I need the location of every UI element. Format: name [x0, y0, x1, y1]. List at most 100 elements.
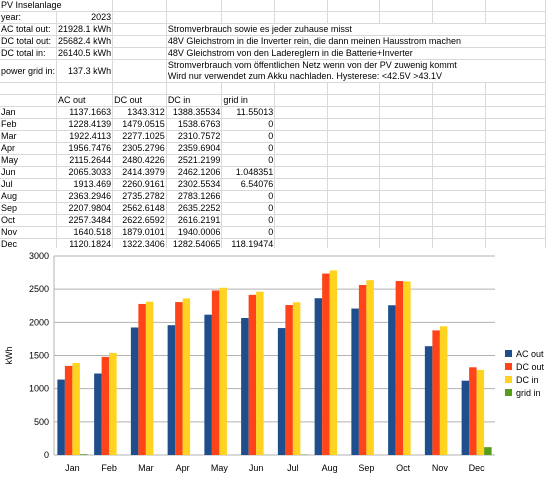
data-cell[interactable]: 6.54076: [221, 178, 276, 191]
empty-cell[interactable]: [274, 154, 328, 167]
empty-cell[interactable]: [327, 154, 381, 167]
dc-total-in-label[interactable]: DC total in:: [0, 47, 58, 60]
data-cell[interactable]: 2562.6148: [112, 202, 167, 215]
spreadsheet-grid[interactable]: PV Inselanlage year: 2023 AC total out: …: [0, 0, 546, 263]
data-cell[interactable]: 0: [221, 142, 276, 155]
data-cell[interactable]: 1228.4139: [56, 118, 114, 131]
column-header[interactable]: DC out: [112, 94, 167, 107]
year-value[interactable]: 2023: [56, 11, 114, 24]
empty-cell[interactable]: [379, 166, 434, 179]
data-cell[interactable]: 2260.9161: [112, 178, 167, 191]
data-cell[interactable]: 1922.4113: [56, 130, 114, 143]
empty-cell[interactable]: [485, 226, 546, 239]
empty-cell[interactable]: [485, 202, 546, 215]
data-cell[interactable]: 1343.312: [112, 106, 167, 119]
data-cell[interactable]: 2065.3033: [56, 166, 114, 179]
data-cell[interactable]: 2414.3979: [112, 166, 167, 179]
dc-total-in-note[interactable]: 48V Gleichstrom von den Ladereglern in d…: [166, 47, 546, 60]
empty-cell[interactable]: [485, 118, 546, 131]
data-cell[interactable]: 2310.7572: [166, 130, 223, 143]
row-label[interactable]: Aug: [0, 190, 58, 203]
empty-cell[interactable]: [432, 154, 486, 167]
empty-cell[interactable]: [327, 178, 381, 191]
cell-table[interactable]: PV Inselanlage year: 2023 AC total out: …: [0, 0, 546, 263]
empty-cell[interactable]: [379, 106, 434, 119]
data-cell[interactable]: 1956.7476: [56, 142, 114, 155]
data-cell[interactable]: 2115.2644: [56, 154, 114, 167]
data-cell[interactable]: 2616.2191: [166, 214, 223, 227]
data-cell[interactable]: 1640.518: [56, 226, 114, 239]
empty-cell[interactable]: [379, 130, 434, 143]
column-header[interactable]: [0, 94, 58, 107]
row-label[interactable]: Jan: [0, 106, 58, 119]
data-cell[interactable]: 1538.6763: [166, 118, 223, 131]
data-cell[interactable]: 0: [221, 190, 276, 203]
column-header[interactable]: grid in: [221, 94, 276, 107]
data-cell[interactable]: 2735.2782: [112, 190, 167, 203]
data-cell[interactable]: 0: [221, 202, 276, 215]
row-label[interactable]: Sep: [0, 202, 58, 215]
power-grid-label[interactable]: power grid in:: [0, 59, 58, 83]
dc-total-out-label[interactable]: DC total out:: [0, 35, 58, 48]
data-cell[interactable]: 2783.1266: [166, 190, 223, 203]
power-grid-note[interactable]: Stromverbrauch vom öffentlichen Netz wen…: [166, 59, 546, 83]
row-label[interactable]: Jul: [0, 178, 58, 191]
empty-cell[interactable]: [432, 118, 486, 131]
data-cell[interactable]: 1.048351: [221, 166, 276, 179]
dc-total-in-value-cell[interactable]: 26140.5 kWh: [56, 47, 114, 60]
empty-cell[interactable]: [485, 154, 546, 167]
empty-cell[interactable]: [274, 202, 328, 215]
data-cell[interactable]: 2359.6904: [166, 142, 223, 155]
empty-cell[interactable]: [274, 106, 328, 119]
empty-cell[interactable]: [379, 94, 434, 107]
data-cell[interactable]: 0: [221, 226, 276, 239]
empty-cell[interactable]: [432, 226, 486, 239]
row-label[interactable]: Apr: [0, 142, 58, 155]
empty-cell[interactable]: [274, 166, 328, 179]
empty-cell[interactable]: [379, 142, 434, 155]
empty-cell[interactable]: [274, 214, 328, 227]
empty-cell[interactable]: [327, 166, 381, 179]
empty-cell[interactable]: [327, 94, 381, 107]
empty-cell[interactable]: [274, 178, 328, 191]
empty-cell[interactable]: [327, 130, 381, 143]
dc-total-out-value-cell[interactable]: 25682.4 kWh: [56, 35, 114, 48]
empty-cell[interactable]: [485, 166, 546, 179]
empty-cell[interactable]: [432, 202, 486, 215]
row-label[interactable]: May: [0, 154, 58, 167]
data-cell[interactable]: 2363.2946: [56, 190, 114, 203]
data-cell[interactable]: 2480.4226: [112, 154, 167, 167]
data-cell[interactable]: 2462.1206: [166, 166, 223, 179]
empty-cell[interactable]: [379, 154, 434, 167]
empty-cell[interactable]: [432, 178, 486, 191]
data-cell[interactable]: 0: [221, 154, 276, 167]
empty-cell[interactable]: [379, 190, 434, 203]
empty-cell[interactable]: [274, 226, 328, 239]
empty-cell[interactable]: [432, 190, 486, 203]
data-cell[interactable]: 11.55013: [221, 106, 276, 119]
empty-cell[interactable]: [485, 142, 546, 155]
empty-cell[interactable]: [327, 214, 381, 227]
data-cell[interactable]: 0: [221, 214, 276, 227]
data-cell[interactable]: 2305.2796: [112, 142, 167, 155]
empty-cell[interactable]: [274, 118, 328, 131]
empty-cell[interactable]: [485, 190, 546, 203]
empty-cell[interactable]: [379, 178, 434, 191]
empty-cell[interactable]: [327, 106, 381, 119]
empty-cell[interactable]: [274, 190, 328, 203]
data-cell[interactable]: 2257.3484: [56, 214, 114, 227]
empty-cell[interactable]: [485, 94, 546, 107]
empty-cell[interactable]: [327, 226, 381, 239]
data-cell[interactable]: 1879.0101: [112, 226, 167, 239]
empty-cell[interactable]: [485, 130, 546, 143]
empty-cell[interactable]: [379, 202, 434, 215]
empty-cell[interactable]: [432, 142, 486, 155]
empty-cell[interactable]: [327, 202, 381, 215]
row-label[interactable]: Mar: [0, 130, 58, 143]
data-cell[interactable]: 2635.2252: [166, 202, 223, 215]
data-cell[interactable]: 2207.9804: [56, 202, 114, 215]
empty-cell[interactable]: [432, 130, 486, 143]
data-cell[interactable]: 1940.0006: [166, 226, 223, 239]
data-cell[interactable]: 2302.5534: [166, 178, 223, 191]
empty-cell[interactable]: [485, 178, 546, 191]
